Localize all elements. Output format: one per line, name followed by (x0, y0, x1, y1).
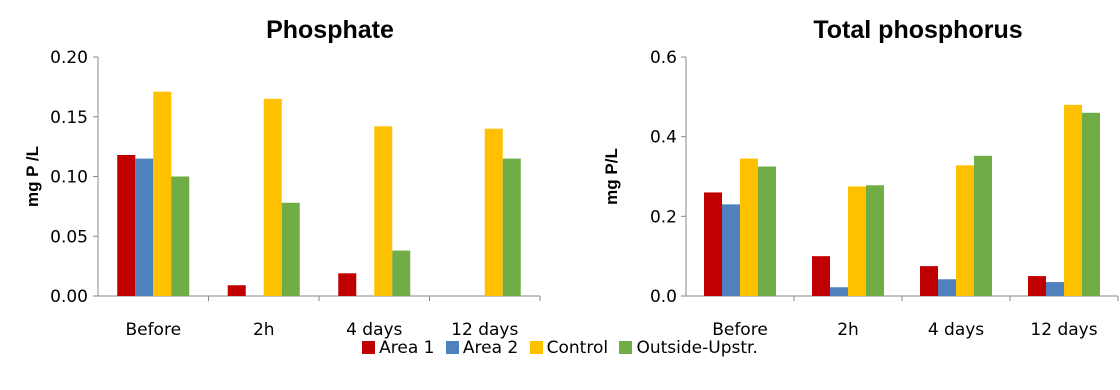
y-axis-label: mg P/L (602, 148, 621, 205)
legend-item-area-1: Area 1 (362, 338, 434, 358)
x-tick-label: 2h (253, 320, 275, 340)
bar-outside-upstr (392, 250, 411, 296)
legend-item-area-2: Area 2 (445, 338, 519, 358)
bar-area-1 (920, 266, 938, 296)
y-tick-label: 0.10 (50, 168, 88, 188)
x-tick-label: Before (125, 320, 181, 340)
bar-outside-upstr (1082, 112, 1100, 297)
bar-control (1064, 104, 1082, 296)
chart-title: Phosphate (266, 16, 394, 44)
bar-area-1 (1028, 276, 1046, 296)
y-tick-label: 0.4 (650, 128, 677, 148)
bar-outside-upstr (866, 185, 884, 296)
bar-outside-upstr (171, 176, 190, 296)
bar-control (263, 98, 282, 296)
bar-control (484, 128, 503, 296)
y-tick-label: 0.15 (50, 108, 88, 128)
bar-control (153, 91, 172, 296)
bar-area-1 (812, 256, 830, 296)
x-tick-label: 2h (837, 320, 859, 340)
bar-area-1 (117, 154, 136, 296)
y-axis-label: mg P /L (23, 146, 42, 207)
legend-swatch (445, 341, 459, 354)
bar-area-1 (704, 192, 722, 296)
total-phosphorus-chart: Total phosphorus mg P/L 0.0 0.2 0.4 0.6 Before… (602, 16, 1119, 340)
x-tick-label: 4 days (346, 320, 402, 340)
y-tick-label: 0.0 (650, 287, 677, 307)
bar-control (740, 158, 758, 296)
phosphate-chart: Phosphate mg P /L 0.00 0.05 0.10 0.15 0.20 Befo… (23, 16, 541, 340)
bar-outside-upstr (758, 166, 776, 296)
x-tick-label: Before (712, 320, 768, 340)
legend-label: Outside-Upstr. (636, 338, 758, 358)
x-tick-label: 12 days (1030, 320, 1097, 340)
bar-area-1 (338, 273, 357, 296)
legend-label: Area 1 (379, 338, 435, 358)
legend-item-outside-upstr: Outside-Upstr. (619, 338, 758, 358)
legend-item-control: Control (529, 338, 609, 358)
legend-swatch (529, 341, 543, 354)
y-tick-label: 0.05 (50, 227, 88, 247)
bar-area-2 (830, 287, 848, 296)
bar-control (956, 165, 974, 296)
bar-area-2 (938, 279, 956, 296)
y-tick-label: 0.20 (50, 48, 88, 68)
x-tick-label: 4 days (928, 320, 984, 340)
bar-control (848, 186, 866, 296)
bar-area-2 (1046, 282, 1064, 296)
y-tick-label: 0.00 (50, 287, 88, 307)
bar-area-2 (135, 158, 154, 296)
legend-swatch (619, 341, 633, 354)
chart-title: Total phosphorus (813, 16, 1022, 44)
bar-outside-upstr (974, 155, 992, 296)
bar-outside-upstr (502, 158, 521, 296)
bar-area-1 (227, 285, 246, 296)
bar-area-2 (722, 204, 740, 296)
bar-control (374, 126, 393, 296)
x-tick-label: 12 days (451, 320, 518, 340)
y-tick-label: 0.6 (650, 48, 677, 68)
legend-label: Area 2 (462, 338, 519, 358)
legend-label: Control (546, 338, 609, 358)
legend-swatch (362, 341, 376, 354)
legend: Area 1 Area 2 Control Outside-Upstr. (0, 338, 1120, 358)
y-tick-label: 0.2 (650, 207, 677, 227)
bar-outside-upstr (281, 202, 300, 296)
